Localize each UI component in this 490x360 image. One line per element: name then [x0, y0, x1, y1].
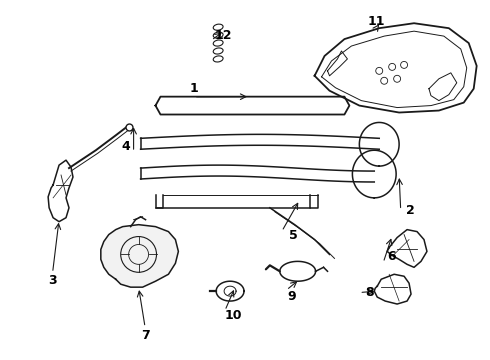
Text: 10: 10	[224, 309, 242, 322]
Text: 3: 3	[48, 274, 57, 287]
Text: 2: 2	[406, 204, 415, 217]
Text: 9: 9	[287, 289, 295, 303]
Polygon shape	[101, 225, 178, 287]
Text: 4: 4	[121, 140, 130, 153]
Text: 7: 7	[141, 329, 149, 342]
Text: 11: 11	[368, 14, 385, 27]
Text: 12: 12	[214, 29, 232, 42]
Text: 6: 6	[387, 250, 395, 263]
Text: 1: 1	[190, 82, 198, 95]
Text: 8: 8	[365, 286, 373, 299]
Text: 5: 5	[290, 229, 298, 242]
